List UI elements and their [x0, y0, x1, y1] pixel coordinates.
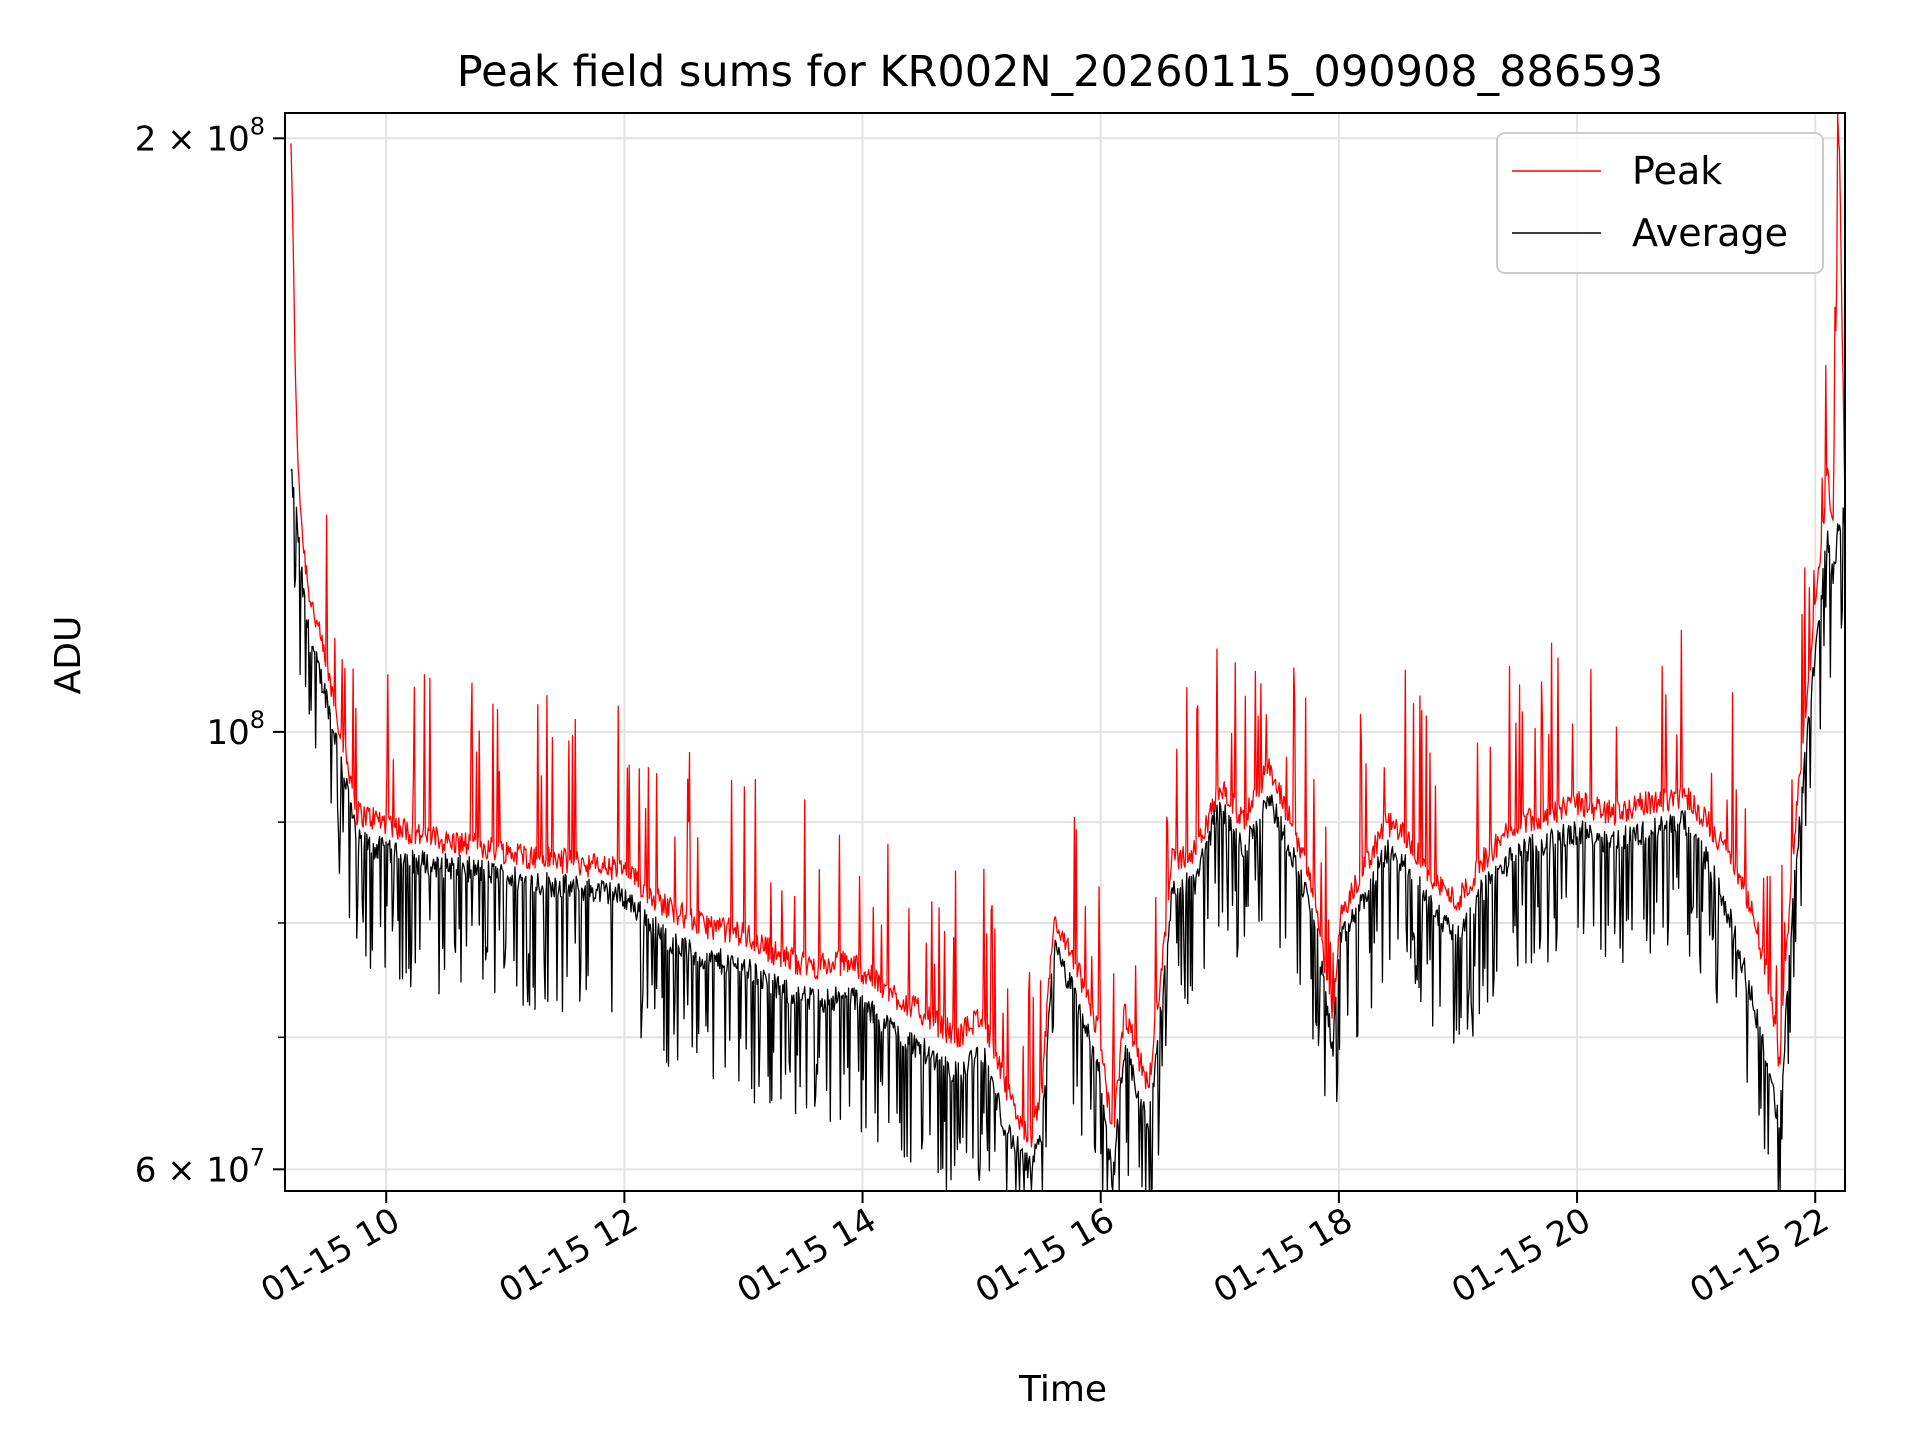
series-average-line	[290, 468, 1845, 1191]
y-tick-label: 2 × 108	[135, 112, 265, 159]
y-tick-label: 6 × 107	[135, 1143, 265, 1190]
legend: Peak Average	[1496, 132, 1824, 274]
legend-box	[1496, 132, 1824, 274]
chart-title: Peak field sums for KR002N_20260115_0909…	[457, 47, 1664, 97]
y-tick-label: 108	[206, 706, 265, 753]
y-axis-label: ADU	[48, 616, 89, 695]
series-peak-line	[290, 113, 1845, 1148]
x-axis-label: Time	[1018, 1369, 1107, 1410]
plot-frame	[284, 112, 1846, 1192]
legend-peak-label: Peak	[1632, 149, 1722, 193]
legend-average-label: Average	[1632, 211, 1788, 255]
